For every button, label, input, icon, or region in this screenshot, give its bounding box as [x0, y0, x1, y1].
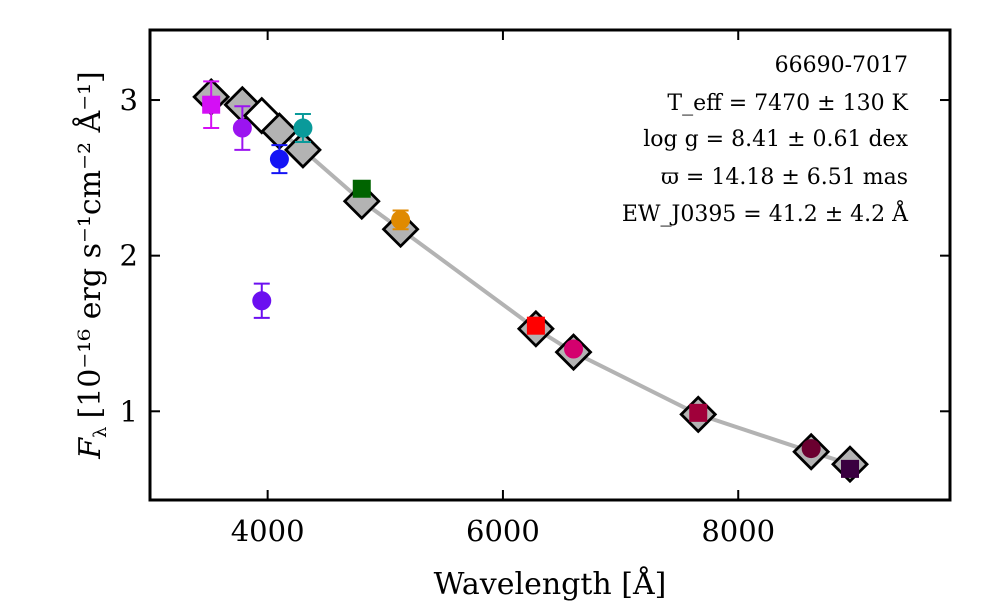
y-axis-label-unit: [10⁻¹⁶ erg s⁻¹cm⁻² Å⁻¹]: [72, 71, 108, 418]
x-tick-label: 4000: [231, 514, 305, 548]
y-axis-label-symbol: F: [73, 437, 108, 460]
observed-point: [841, 459, 859, 478]
x-axis-label: Wavelength [Å]: [434, 566, 667, 602]
y-tick-label: 2: [120, 239, 138, 273]
y-axis-label: Fλ [10⁻¹⁶ erg s⁻¹cm⁻² Å⁻¹]: [72, 71, 111, 460]
y-axis-label-subscript: λ: [90, 427, 111, 438]
observed-point: [269, 149, 289, 169]
observed-point: [252, 291, 272, 311]
observed-point: [526, 316, 545, 335]
annotation-ew: EW_J0395 = 41.2 ± 4.2 Å: [622, 199, 909, 227]
observed-point: [564, 339, 584, 359]
y-tick-label: 3: [120, 83, 138, 117]
x-tick-label: 8000: [701, 514, 775, 548]
model-diamond: [283, 130, 322, 169]
plot-frame: [148, 28, 952, 502]
observed-point: [293, 118, 313, 138]
axis-ticks: 4000 6000 8000 1 2 3: [120, 30, 950, 548]
observed-point: [232, 118, 252, 138]
annotation-object-id: 66690-7017: [775, 53, 908, 78]
observed-point: [352, 179, 371, 198]
observed-point: [689, 403, 708, 422]
x-tick-label: 6000: [466, 514, 540, 548]
annotation-logg: log g = 8.41 ± 0.61 dex: [643, 127, 908, 152]
observed-point: [391, 210, 411, 230]
observed-point: [202, 95, 221, 114]
y-tick-label: 1: [120, 394, 138, 428]
observed-point: [801, 439, 821, 459]
annotation-parallax: ϖ = 14.18 ± 6.51 mas: [661, 165, 908, 190]
annotation-teff: T_eff = 7470 ± 130 K: [667, 91, 908, 116]
plot-marks: [192, 77, 869, 484]
